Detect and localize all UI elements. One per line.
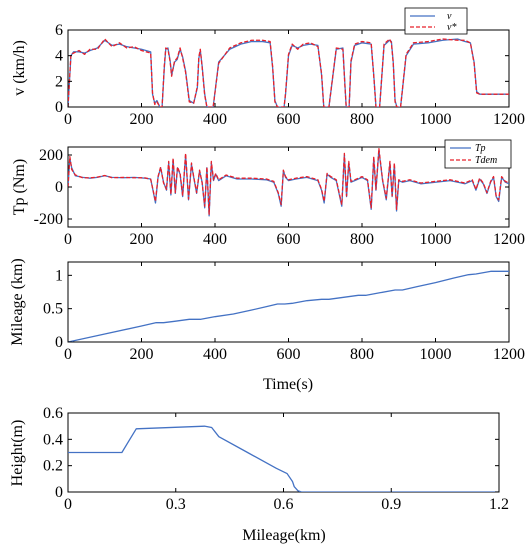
series-line-s0 [68, 270, 509, 342]
series-line-v [68, 38, 509, 107]
panel-velocity-legend: v v* [404, 7, 468, 35]
series-line-v- [68, 38, 509, 107]
legend-box [404, 7, 468, 35]
series-line-tdem [68, 147, 509, 215]
panel-velocity: 0 200 400 600 800 1000 1200 0 2 4 6 v (km/h) v v* [11, 7, 525, 128]
x-tick-label: 800 [350, 111, 374, 128]
panel-mileage: 0 200 400 600 800 1000 1200 00.51 Mileage (km)… [9, 258, 525, 393]
y-tick-label: -200 [34, 211, 63, 228]
x-tick-label: 1000 [420, 346, 452, 363]
x-tick-label: 1200 [493, 111, 525, 128]
y-tick-label: 0.5 [43, 301, 63, 318]
panel-mileage-yticks: 00.51 [43, 267, 509, 351]
x-tick-label: 0.9 [381, 496, 401, 513]
x-tick-label: 400 [203, 111, 227, 128]
x-tick-label: 400 [203, 231, 227, 248]
panel-velocity-frame [67, 29, 510, 108]
x-tick-label: 600 [277, 111, 301, 128]
x-tick-label: 0 [64, 496, 72, 513]
y-tick-label: 0 [55, 484, 63, 501]
x-tick-label: 1000 [420, 111, 452, 128]
x-tick-label: 200 [130, 346, 154, 363]
panel-velocity-plot [68, 38, 509, 107]
panel-height-xticks: 0 0.3 0.6 0.9 1.2 [64, 413, 509, 513]
panel-height-yticks: 0 0.2 0.4 0.6 [43, 405, 499, 501]
panel-torque-yticks: -200 0 200 [34, 147, 509, 228]
panel-torque-ylabel: Tp (Nm) [11, 159, 28, 215]
panel-height-frame [67, 412, 500, 493]
series-line-s0 [68, 425, 499, 492]
panel-height: 0 0.3 0.6 0.9 1.2 0 0.2 0.4 0.6 Height(m) Milea… [9, 405, 509, 544]
y-tick-label: 0.4 [43, 431, 63, 448]
legend-label-tp: Tp [475, 143, 486, 154]
x-tick-label: 0.6 [274, 496, 294, 513]
x-tick-label: 200 [130, 111, 154, 128]
legend-label-tdem: Tdem [475, 155, 497, 166]
x-tick-label: 800 [350, 346, 374, 363]
panel-height-plot [68, 425, 499, 492]
panel-torque-plot [68, 147, 509, 217]
y-tick-label: 0 [55, 334, 63, 351]
x-tick-label: 0 [64, 111, 72, 128]
y-tick-label: 6 [55, 22, 63, 39]
panel-torque-xticks: 0 200 400 600 800 1000 1200 [64, 147, 525, 248]
x-tick-label: 400 [203, 346, 227, 363]
legend-label-v: v [447, 11, 452, 22]
x-tick-label: 0 [64, 231, 72, 248]
panel-velocity-yticks: 0 2 4 6 [55, 22, 509, 116]
legend-box [444, 139, 512, 169]
x-tick-label: 600 [277, 346, 301, 363]
x-tick-label: 0.3 [166, 496, 186, 513]
x-tick-label: 600 [277, 231, 301, 248]
x-tick-label: 0 [64, 346, 72, 363]
y-tick-label: 4 [55, 48, 63, 65]
panel-velocity-ylabel: v (km/h) [11, 40, 28, 96]
y-tick-label: 0.2 [43, 458, 63, 475]
x-tick-label: 1200 [493, 346, 525, 363]
panel-mileage-ylabel: Mileage (km) [9, 258, 26, 346]
legend-label-v-star: v* [447, 22, 456, 33]
x-tick-label: 1.2 [489, 496, 509, 513]
panel-height-xlabel: Mileage(km) [242, 527, 326, 544]
series-line-tp [68, 149, 509, 217]
panel-torque-frame [67, 146, 510, 228]
panel-height-ylabel: Height(m) [9, 420, 26, 487]
y-tick-label: 1 [55, 267, 63, 284]
panel-mileage-plot [68, 270, 509, 342]
y-tick-label: 200 [39, 147, 63, 164]
panel-mileage-xticks: 0 200 400 600 800 1000 1200 [64, 262, 525, 363]
x-tick-label: 800 [350, 231, 374, 248]
y-tick-label: 2 [55, 73, 63, 90]
x-tick-label: 1200 [493, 231, 525, 248]
x-tick-label: 200 [130, 231, 154, 248]
panel-velocity-xticks: 0 200 400 600 800 1000 1200 [64, 30, 525, 128]
panel-mileage-xlabel: Time(s) [263, 376, 313, 393]
y-tick-label: 0 [55, 179, 63, 196]
y-tick-label: 0.6 [43, 405, 63, 422]
y-tick-label: 0 [55, 99, 63, 116]
x-tick-label: 1000 [420, 231, 452, 248]
panel-mileage-frame [67, 261, 510, 343]
panel-torque-legend: Tp Tdem [444, 139, 512, 169]
